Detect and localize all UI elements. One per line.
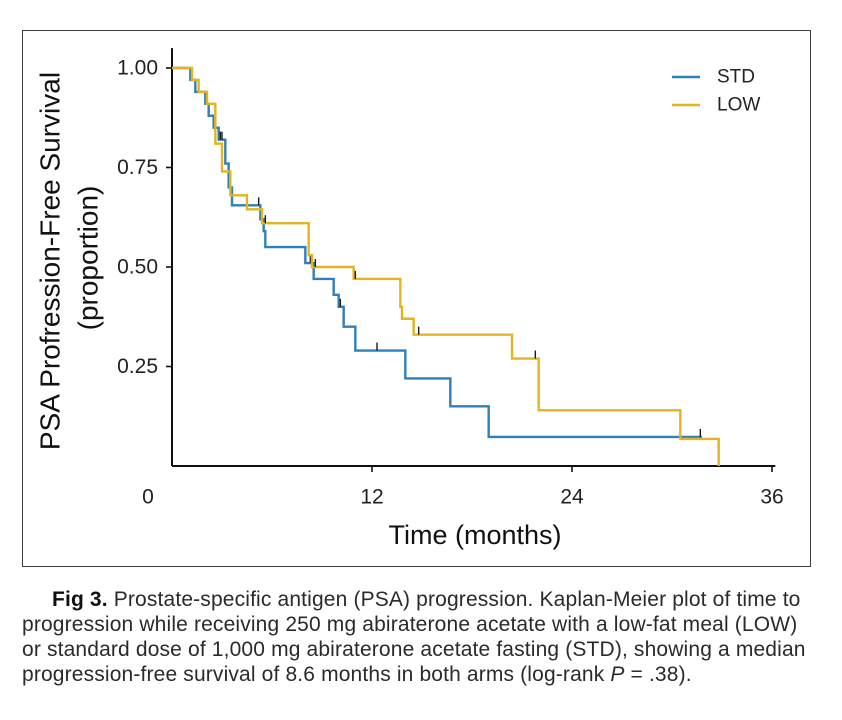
legend-label-std: STD <box>717 67 755 88</box>
caption-text: progression-free survival of 8.6 months … <box>22 663 611 686</box>
p-value-symbol: P <box>610 663 625 686</box>
y-tick-label: 0.25 <box>117 355 158 378</box>
y-tick-label: 0.75 <box>117 156 158 179</box>
plot-area <box>172 66 720 466</box>
y-tick-label: 1.00 <box>117 57 158 80</box>
kaplan-meier-chart: PSA Profression-Free Survival (proportio… <box>22 30 811 567</box>
caption-line: progression-free survival of 8.6 months … <box>22 662 832 687</box>
y-axis-subtitle: (proportion) <box>73 186 104 331</box>
km-curve-low <box>172 66 720 466</box>
y-axis-title: PSA Profression-Free Survival <box>35 72 66 450</box>
x-tick-label: 12 <box>360 486 383 509</box>
x-tick-label: 36 <box>760 486 783 509</box>
y-tick-label: 0.50 <box>117 256 158 279</box>
legend-label-low: LOW <box>717 95 760 116</box>
legend: STD LOW <box>672 67 760 116</box>
legend-item-low: LOW <box>672 95 760 116</box>
caption-line: or standard dose of 1,000 mg abiraterone… <box>22 638 806 661</box>
caption-text: = .38). <box>624 663 692 686</box>
x-tick-label: 0 <box>142 486 154 509</box>
axes: 1.00 0.75 0.50 0.25 0 12 24 36 <box>117 48 784 509</box>
caption-line: progression while receiving 250 mg abira… <box>22 613 798 636</box>
x-axis-title: Time (months) <box>388 520 561 550</box>
figure-caption: Fig 3. Prostate-specific antigen (PSA) pr… <box>22 587 832 687</box>
legend-item-std: STD <box>672 67 755 88</box>
caption-text: Prostate-specific antigen (PSA) progress… <box>113 588 801 611</box>
figure-label: Fig 3. <box>52 588 108 611</box>
caption-line: Fig 3. Prostate-specific antigen (PSA) pr… <box>22 587 832 612</box>
x-tick-label: 24 <box>560 486 584 509</box>
figure-frame <box>22 30 811 567</box>
km-curve-std <box>172 66 702 439</box>
